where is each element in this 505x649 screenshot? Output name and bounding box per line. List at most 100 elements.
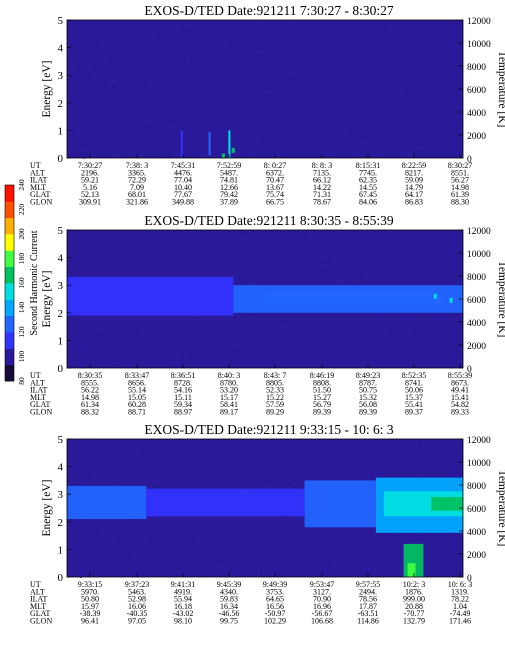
noise-speck (435, 313, 438, 315)
noise-speck (77, 147, 79, 149)
param-value: 8787. (359, 378, 377, 387)
param-value: 3127. (313, 587, 331, 596)
noise-speck (406, 106, 408, 108)
param-value: 12.66 (220, 183, 238, 192)
noise-speck (154, 481, 156, 483)
param-value: 68.01 (128, 190, 146, 199)
param-value: 62.35 (359, 176, 377, 185)
param-value: 55.14 (128, 386, 146, 395)
noise-speck (290, 21, 293, 23)
param-value: 15.17 (220, 393, 238, 402)
param-value: 8:40: 3 (218, 371, 240, 380)
colorbar-tick-label: 240 (17, 179, 26, 191)
noise-speck (259, 542, 261, 544)
param-value: 132.79 (403, 617, 425, 626)
noise-speck (287, 483, 290, 486)
noise-speck (400, 325, 402, 327)
param-value: 77.67 (174, 190, 192, 199)
noise-speck (73, 68, 75, 70)
param-label: GLON (30, 617, 52, 626)
param-value: 55.41 (405, 400, 423, 409)
noise-speck (327, 109, 329, 111)
noise-speck (321, 40, 323, 43)
noise-speck (102, 441, 104, 443)
param-value: -46.56 (219, 609, 240, 618)
noise-speck (355, 244, 357, 246)
y2-tick-label: 6000 (467, 86, 486, 96)
noise-speck (398, 535, 401, 537)
y-tick-label: 4 (58, 253, 64, 265)
y-axis-label: Energy [eV] (41, 271, 53, 328)
noise-speck (271, 550, 273, 552)
colorbar-segment (5, 250, 14, 268)
noise-speck (389, 242, 391, 244)
noise-speck (324, 256, 326, 258)
noise-speck (178, 34, 180, 36)
y2-tick-label: 4000 (467, 319, 486, 329)
param-value: -38.39 (80, 609, 101, 618)
noise-speck (308, 34, 310, 36)
y2-tick-label: 2000 (467, 551, 486, 561)
colorbar-tick-label: 200 (17, 228, 26, 240)
noise-speck (374, 315, 376, 317)
noise-speck (198, 535, 200, 538)
noise-speck (194, 477, 196, 479)
noise-speck (93, 475, 95, 477)
param-label: ALT (30, 587, 45, 596)
noise-speck (100, 550, 102, 552)
noise-speck (403, 104, 405, 106)
noise-speck (137, 471, 139, 473)
noise-speck (372, 261, 374, 263)
noise-speck (326, 533, 328, 535)
noise-speck (271, 269, 273, 272)
noise-speck (387, 231, 389, 233)
noise-speck (232, 267, 234, 269)
noise-speck (240, 571, 242, 573)
panel-title: EXOS-D/TED Date:921211 7:30:27 - 8:30:27 (144, 3, 393, 18)
param-value: 98.10 (174, 617, 192, 626)
noise-speck (189, 93, 191, 96)
colorbar-segment (5, 234, 14, 251)
noise-speck (392, 239, 394, 241)
intensity-spike (228, 130, 231, 158)
noise-speck (452, 444, 454, 446)
noise-speck (451, 87, 453, 89)
param-value: 99.75 (220, 617, 238, 626)
param-value: 5.16 (83, 183, 97, 192)
noise-speck (154, 275, 156, 277)
noise-speck (88, 69, 90, 71)
noise-speck (443, 75, 445, 77)
noise-speck (206, 264, 208, 266)
param-value: 309.91 (79, 198, 101, 207)
intensity-band (67, 485, 147, 519)
noise-speck (341, 279, 343, 281)
param-value: 66.12 (313, 176, 331, 185)
noise-speck (146, 120, 148, 123)
y2-tick-label: 8000 (467, 63, 486, 73)
param-value: 89.37 (405, 408, 423, 417)
intensity-band (67, 276, 234, 316)
param-value: 75.74 (266, 190, 284, 199)
panel-title: EXOS-D/TED Date:921211 9:33:15 - 10: 6: … (144, 422, 393, 437)
noise-speck (268, 239, 270, 241)
noise-speck (134, 570, 137, 572)
param-value: 16.56 (266, 602, 284, 611)
param-label: ILAT (30, 176, 47, 185)
noise-speck (365, 278, 367, 280)
param-value: 50.80 (81, 595, 99, 604)
noise-speck (74, 346, 77, 348)
noise-speck (125, 471, 127, 473)
y2-tick-label: 4000 (467, 528, 486, 538)
noise-speck (304, 235, 306, 238)
param-value: 70.90 (313, 595, 331, 604)
intensity-band (304, 480, 376, 528)
param-value: 15.27 (313, 393, 331, 402)
noise-speck (415, 533, 417, 536)
noise-speck (109, 79, 111, 81)
noise-speck (374, 553, 376, 555)
y2-tick-label: 10000 (467, 459, 491, 469)
noise-speck (98, 347, 100, 349)
colorbar-tick-label: 140 (17, 302, 26, 314)
param-value: 9:53:47 (310, 580, 334, 589)
noise-speck (362, 92, 364, 94)
